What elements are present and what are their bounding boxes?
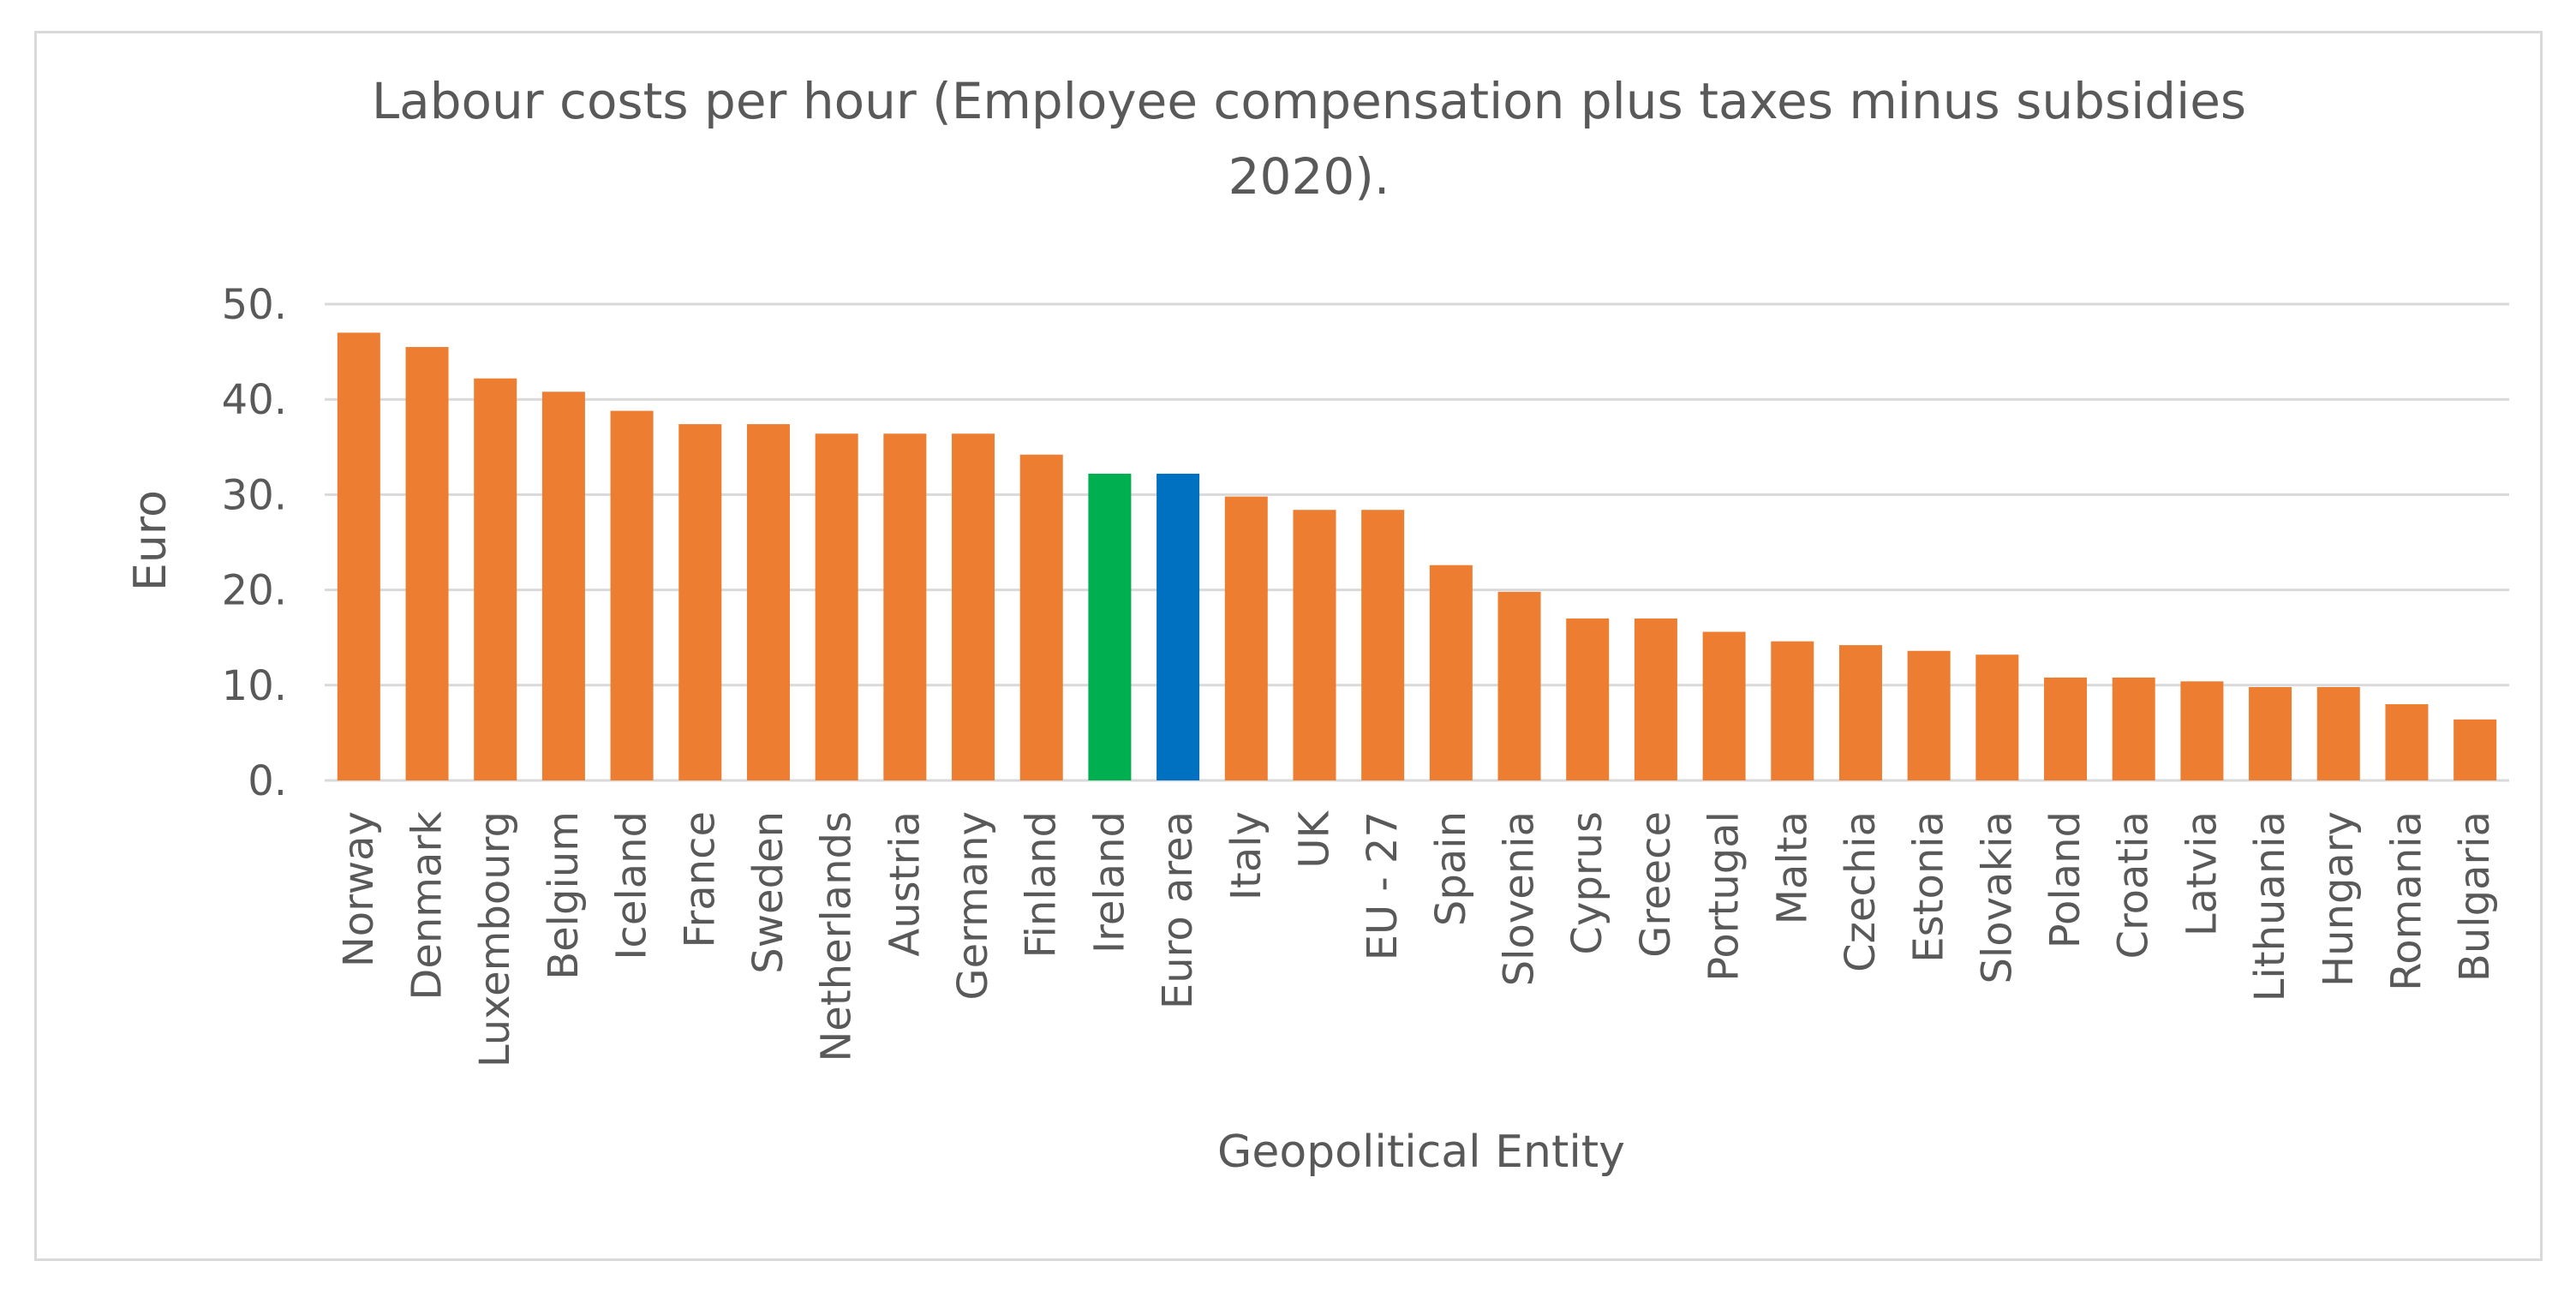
- chart-title-line-1: Labour costs per hour (Employee compensa…: [372, 72, 2246, 130]
- y-tick-label: 30.: [222, 471, 287, 519]
- x-tick-label: Malta: [1768, 811, 1816, 924]
- bar-euro-area: [1157, 473, 1200, 780]
- bar-spain: [1429, 565, 1473, 780]
- bars: [337, 332, 2497, 780]
- x-tick-label: Portugal: [1700, 811, 1748, 982]
- bar-portugal: [1702, 631, 1746, 780]
- bar-iceland: [610, 410, 654, 780]
- bar-eu-27: [1361, 510, 1405, 780]
- bar-czechia: [1838, 645, 1882, 780]
- bar-netherlands: [815, 433, 858, 780]
- bar-ireland: [1088, 473, 1132, 780]
- bar-slovakia: [1975, 654, 2019, 780]
- x-tick-label: Bulgaria: [2451, 811, 2499, 982]
- bar-denmark: [405, 347, 449, 780]
- x-tick-label: UK: [1290, 810, 1338, 868]
- bar-lithuania: [2249, 687, 2292, 780]
- x-tick-label: Slovakia: [1973, 811, 2021, 984]
- y-tick-label: 40.: [222, 376, 287, 424]
- x-tick-label: Lithuania: [2246, 811, 2294, 1001]
- y-axis-ticks: 0. 10. 20. 30. 40. 50.: [222, 281, 287, 805]
- x-tick-label: Denmark: [403, 811, 451, 1001]
- bar-chart: Labour costs per hour (Employee compensa…: [125, 72, 2509, 1178]
- bar-sweden: [746, 424, 790, 780]
- x-tick-label: Estonia: [1905, 811, 1953, 963]
- x-tick-label: France: [676, 811, 724, 948]
- x-tick-label: Netherlands: [813, 811, 861, 1062]
- x-tick-label: Luxembourg: [471, 811, 519, 1067]
- x-axis-title: Geopolitical Entity: [1217, 1127, 1625, 1178]
- bar-cyprus: [1566, 618, 1610, 780]
- bar-bulgaria: [2453, 719, 2497, 780]
- y-tick-label: 10.: [222, 662, 287, 710]
- x-tick-label: Hungary: [2315, 811, 2363, 987]
- y-tick-label: 50.: [222, 281, 287, 329]
- bar-malta: [1771, 641, 1814, 780]
- x-tick-label: Croatia: [2110, 811, 2158, 959]
- bar-luxembourg: [474, 378, 517, 780]
- x-axis-ticks: Norway Denmark Luxembourg Belgium Iceland Fra…: [335, 810, 2499, 1067]
- x-tick-label: Poland: [2041, 811, 2089, 948]
- bar-norway: [337, 332, 380, 780]
- x-tick-label: Finland: [1018, 811, 1066, 959]
- bar-poland: [2044, 677, 2088, 780]
- x-tick-label: Norway: [335, 811, 383, 967]
- chart-title-line-2: 2020).: [1228, 147, 1390, 206]
- y-tick-label: 0.: [248, 757, 287, 805]
- bar-france: [678, 424, 722, 780]
- x-tick-label: Czechia: [1837, 811, 1885, 972]
- bar-finland: [1019, 454, 1063, 780]
- y-axis-title: Euro: [125, 490, 176, 591]
- bar-austria: [883, 433, 927, 780]
- x-tick-label: Greece: [1632, 811, 1680, 958]
- x-tick-label: Euro area: [1154, 811, 1202, 1009]
- x-tick-label: Sweden: [744, 811, 792, 974]
- bar-romania: [2385, 704, 2429, 780]
- bar-germany: [952, 433, 995, 780]
- x-tick-label: Italy: [1222, 811, 1270, 900]
- x-tick-label: Latvia: [2178, 811, 2226, 936]
- x-tick-label: Austria: [881, 811, 929, 957]
- x-tick-label: Ireland: [1085, 811, 1133, 953]
- bar-hungary: [2316, 687, 2360, 780]
- x-tick-label: EU - 27: [1359, 811, 1407, 960]
- bar-uk: [1293, 510, 1336, 780]
- bar-latvia: [2180, 681, 2224, 780]
- bar-estonia: [1907, 650, 1951, 780]
- bar-croatia: [2112, 677, 2155, 780]
- x-tick-label: Cyprus: [1563, 811, 1611, 955]
- bar-belgium: [541, 391, 585, 780]
- bar-slovenia: [1497, 591, 1541, 780]
- bar-italy: [1224, 496, 1268, 780]
- bar-greece: [1634, 618, 1677, 780]
- x-tick-label: Belgium: [540, 811, 588, 980]
- x-tick-label: Germany: [949, 811, 997, 1001]
- chart-frame: Labour costs per hour (Employee compensa…: [34, 31, 2543, 1261]
- y-tick-label: 20.: [222, 567, 287, 615]
- x-tick-label: Romania: [2382, 811, 2430, 991]
- x-tick-label: Slovenia: [1496, 811, 1544, 986]
- x-tick-label: Spain: [1427, 811, 1475, 926]
- x-tick-label: Iceland: [608, 811, 656, 960]
